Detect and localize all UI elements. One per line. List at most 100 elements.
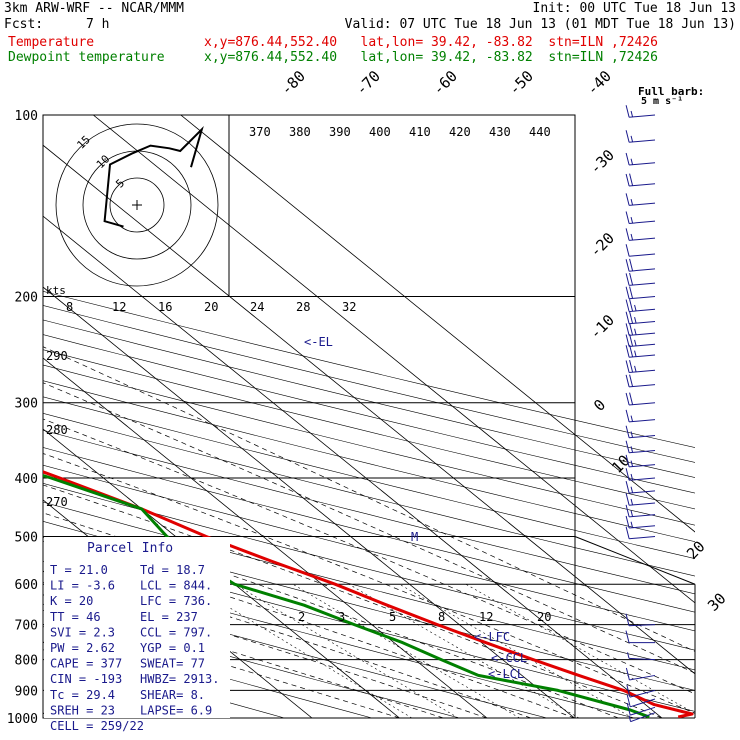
barb-half-feather — [630, 158, 634, 165]
barb-half-feather — [634, 339, 637, 347]
temperature-tick-label: -30 — [586, 146, 618, 178]
wind-barb — [625, 360, 656, 373]
temperature-tick-label: 20 — [683, 537, 709, 563]
theta-label-top: 430 — [489, 125, 511, 139]
barb-feather — [625, 323, 630, 336]
temperature-legend-info: x,y=876.44,552.40 lat,lon= 39.42, -83.82… — [204, 35, 658, 50]
barb-feather — [625, 211, 630, 224]
dry-adiabat-line — [43, 334, 695, 494]
barb-feather — [629, 360, 634, 373]
pressure-tick-label: 1000 — [7, 712, 38, 727]
barb-staff — [629, 402, 656, 406]
barb-feather — [625, 667, 630, 681]
wind-barb — [625, 193, 656, 206]
barb-staff — [629, 332, 656, 336]
barb-feather — [625, 334, 630, 347]
temperature-tick-label: -80 — [277, 67, 309, 99]
temperature-tick-label: -70 — [352, 67, 384, 99]
barb-feather — [625, 299, 630, 312]
pressure-tick-label: 900 — [15, 684, 38, 699]
hodograph-ring-label: 15 — [74, 133, 93, 152]
barb-staff — [629, 674, 656, 681]
barb-staff — [630, 698, 656, 708]
level-annotation: <-EL — [304, 335, 333, 349]
barb-staff — [629, 183, 656, 187]
barb-feather — [625, 374, 630, 388]
forecast-hours: 7 h — [86, 17, 110, 32]
moist-adiabat-line — [43, 609, 400, 718]
temperature-legend-label: Temperature — [8, 35, 95, 50]
valid-time: Valid: 07 UTC Tue 18 Jun 13 (01 MDT Tue … — [344, 17, 736, 32]
pressure-tick-label: 100 — [15, 109, 38, 124]
wind-barb — [625, 409, 656, 423]
wind-barb — [625, 667, 656, 681]
barb-feather — [625, 493, 630, 506]
barb-feather — [625, 311, 630, 324]
theta-label-top: 390 — [329, 125, 351, 139]
barb-staff — [629, 657, 656, 661]
wind-barb — [625, 228, 656, 241]
barb-half-feather — [634, 350, 637, 357]
barb-half-feather — [628, 715, 632, 722]
mixing-ratio-label: 12 — [479, 610, 493, 624]
theta-label-top: 420 — [449, 125, 471, 139]
moist-adiabat-line — [43, 346, 695, 652]
speed-label: 16 — [158, 300, 172, 314]
hodograph-unit-label: kts — [46, 284, 66, 297]
speed-label: 24 — [250, 300, 264, 314]
barb-staff — [629, 343, 656, 348]
barb-feather — [625, 409, 630, 422]
temperature-tick-label: 0 — [590, 396, 609, 415]
barb-half-feather — [634, 304, 637, 312]
parcel-box-title: Parcel Info — [87, 541, 173, 556]
parcel-row-right: YGP = 0.1 — [140, 641, 205, 655]
wind-barb — [625, 526, 656, 540]
wind-barb — [625, 515, 656, 529]
barb-staff — [629, 419, 656, 423]
mixing-ratio-line — [234, 583, 459, 718]
wind-barb — [626, 694, 656, 708]
barb-staff — [629, 464, 656, 468]
wind-barb — [625, 630, 655, 644]
wind-barb — [625, 322, 656, 336]
pressure-tick-label: 500 — [15, 530, 38, 545]
barb-half-feather — [634, 365, 637, 372]
barb-staff — [629, 139, 656, 143]
barb-feather — [626, 694, 631, 707]
barb-half-feather — [630, 198, 634, 206]
wind-barb — [628, 712, 656, 723]
wind-barb — [625, 286, 656, 300]
barb-staff — [629, 220, 656, 224]
dry-adiabat-line — [43, 319, 695, 478]
wind-barb — [625, 272, 656, 286]
dry-adiabat-line — [43, 429, 695, 595]
wind-barb — [625, 468, 656, 481]
wind-barb — [625, 504, 656, 518]
wind-barb — [627, 652, 656, 661]
barb-staff — [629, 354, 656, 358]
barb-half-feather — [630, 510, 634, 517]
barb-feather — [625, 392, 630, 406]
wind-barb — [626, 685, 656, 698]
barb-feather — [626, 703, 631, 716]
pressure-tick-label: 300 — [15, 397, 38, 412]
dry-adiabat-line — [43, 412, 695, 577]
temperature-tick-label: -60 — [429, 67, 461, 99]
wind-barb — [625, 244, 656, 257]
barb-feather — [625, 286, 630, 299]
dry-adiabat-line — [43, 603, 460, 718]
parcel-row-right: CCL = 797. — [140, 625, 212, 639]
dewpoint-legend-info: x,y=876.44,552.40 lat,lon= 39.42, -83.82… — [204, 50, 658, 65]
pressure-tick-label: 700 — [15, 619, 38, 634]
theta-label-left: 290 — [46, 349, 68, 363]
moist-adiabat-line — [43, 512, 619, 718]
frame-diagonal-edge — [574, 536, 696, 585]
barb-staff — [629, 296, 656, 300]
temperature-tick-label: 10 — [608, 451, 634, 477]
temperature-tick-label: 30 — [704, 589, 730, 615]
wind-barb — [625, 344, 656, 358]
barb-staff — [629, 477, 656, 481]
wind-barb — [625, 173, 656, 187]
barb-staff — [629, 162, 656, 166]
parcel-row-left: PW = 2.62 — [50, 641, 115, 655]
